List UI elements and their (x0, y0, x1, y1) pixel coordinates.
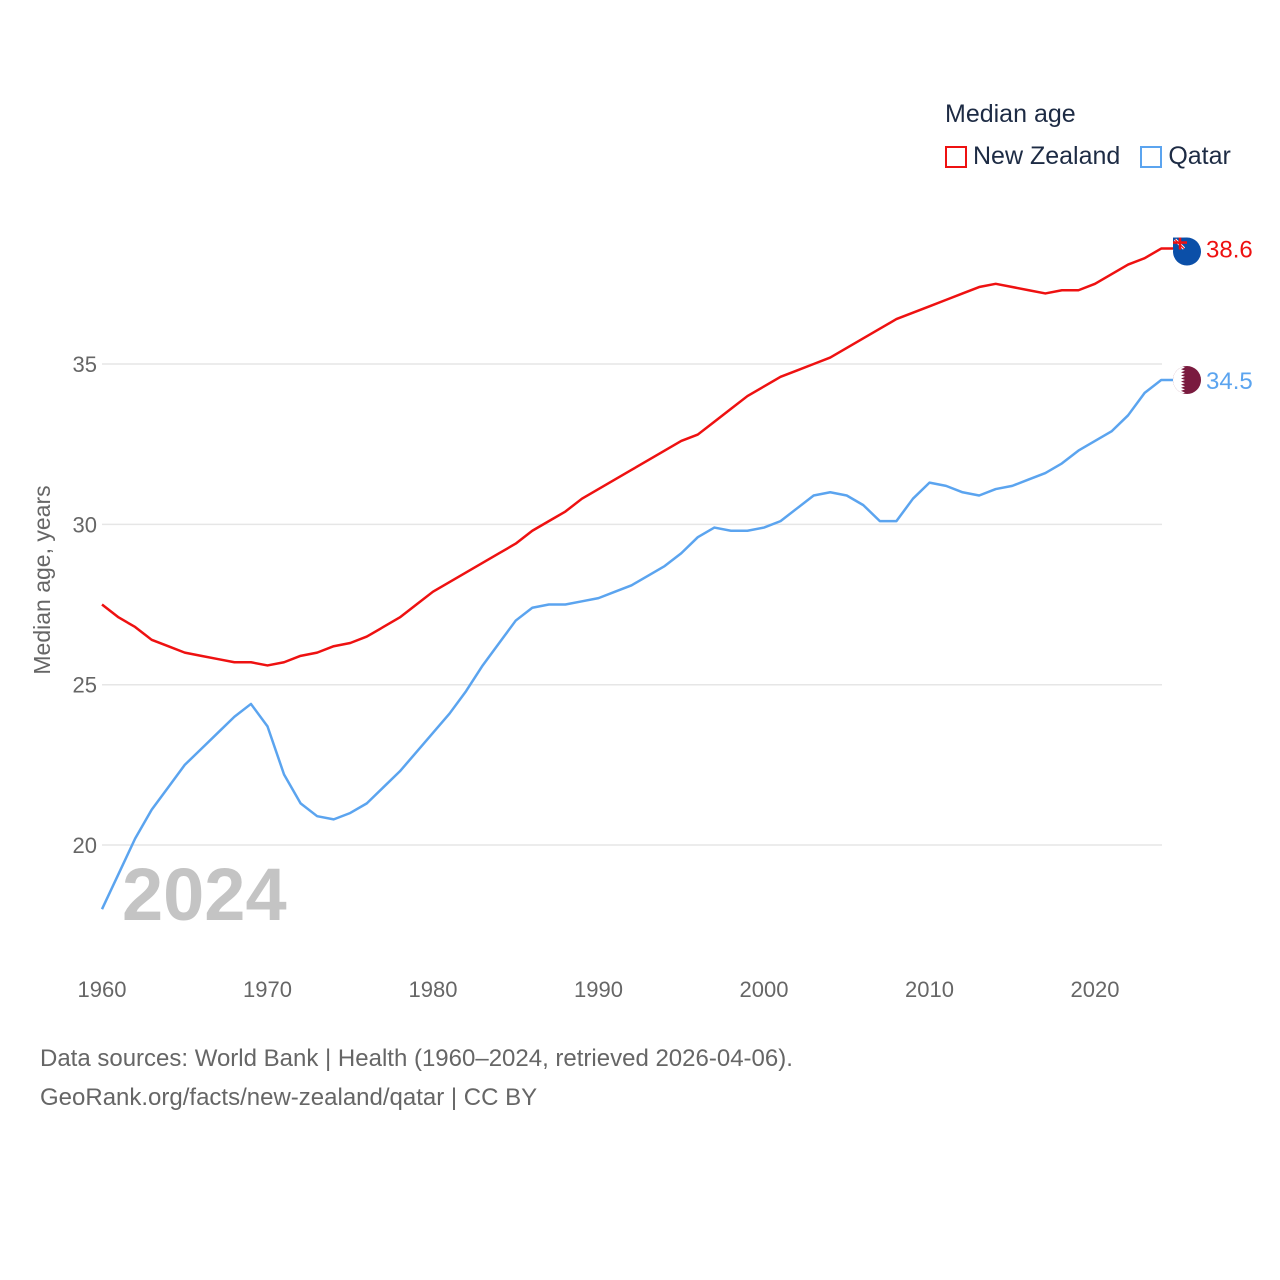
end-value-label: 38.6 (1206, 237, 1253, 264)
x-tick-label: 2020 (1071, 977, 1120, 1002)
y-axis-label: Median age, years (29, 485, 55, 674)
x-tick-label: 2010 (905, 977, 954, 1002)
x-tick-label: 1970 (243, 977, 292, 1002)
flag-serration (1173, 366, 1185, 395)
y-tick-label: 30 (73, 512, 97, 537)
year-watermark: 2024 (122, 853, 287, 936)
y-tick-label: 25 (73, 673, 97, 698)
legend-label: New Zealand (973, 142, 1121, 170)
x-tick-label: 2000 (740, 977, 789, 1002)
y-tick-label: 35 (73, 352, 97, 377)
series-line-qatar (100, 378, 1174, 910)
y-tick-label: 20 (73, 833, 97, 858)
legend-swatch-qatar (1140, 145, 1163, 168)
legend-title: Median age (945, 100, 1076, 128)
x-tick-label: 1980 (409, 977, 458, 1002)
legend-item-new-zealand[interactable]: New Zealand (945, 142, 1120, 171)
source-link[interactable]: GeoRank.org/facts/new-zealand/qatar | CC… (40, 1084, 538, 1111)
x-tick-label: 1990 (574, 977, 623, 1002)
legend: New Zealand Qatar (945, 142, 1231, 171)
end-value-label: 34.5 (1206, 368, 1253, 395)
legend-label: Qatar (1168, 142, 1231, 170)
source-text: Data sources: World Bank | Health (1960–… (40, 1045, 793, 1072)
x-tick-label: 1960 (78, 977, 127, 1002)
series-line-new-zealand (101, 247, 1174, 667)
legend-swatch-new-zealand (945, 145, 967, 168)
legend-item-qatar[interactable]: Qatar (1140, 142, 1231, 171)
